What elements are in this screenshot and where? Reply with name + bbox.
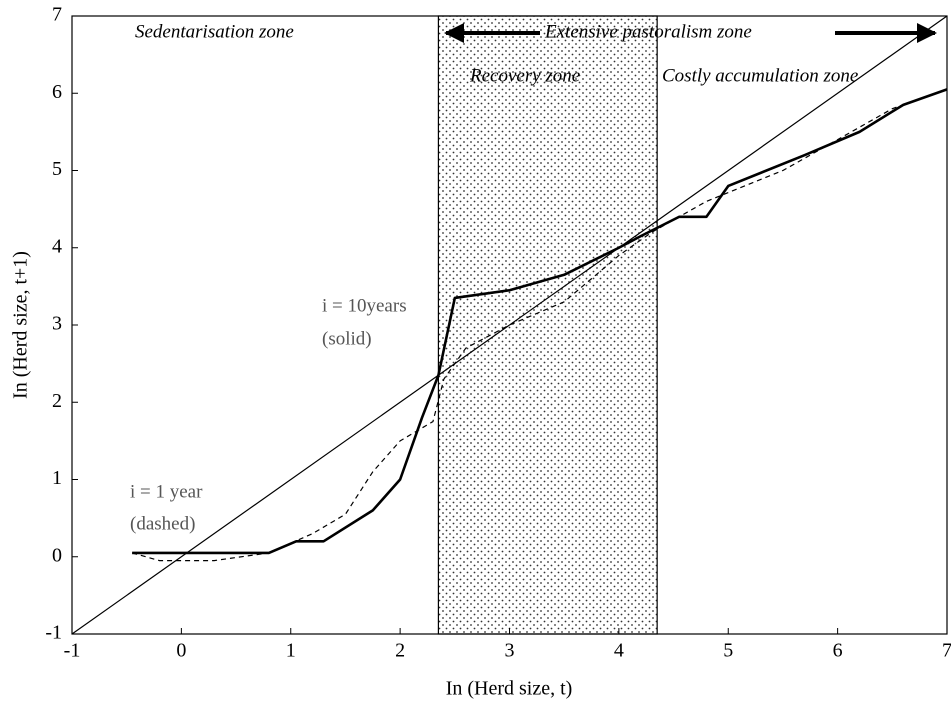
y-tick-label: 0 [52, 544, 62, 566]
x-tick-label: 2 [395, 640, 405, 662]
x-tick-label: 3 [505, 640, 515, 662]
x-tick-label: 5 [723, 640, 733, 662]
recovery-region [437, 15, 658, 635]
y-tick-label: 3 [52, 313, 62, 335]
x-tick-label: 1 [286, 640, 296, 662]
y-tick-label: 6 [52, 81, 62, 103]
annotation: Costly accumulation zone [662, 65, 858, 86]
y-tick-label: 1 [52, 467, 62, 489]
x-tick-label: 0 [176, 640, 186, 662]
annotation: i = 10years [322, 295, 407, 316]
y-tick-label: 4 [52, 235, 62, 257]
x-tick-label: 4 [614, 640, 624, 662]
x-tick-label: -1 [64, 640, 81, 662]
annotation: i = 1 year [130, 481, 203, 502]
data-line [71, 15, 948, 635]
y-tick-label: 2 [52, 390, 62, 412]
annotation: Extensive pastoralism zone [544, 21, 752, 42]
y-tick-label: -1 [45, 622, 62, 644]
data-line [132, 88, 948, 555]
annotation: Sedentarisation zone [135, 21, 294, 42]
x-tick-label: 7 [942, 640, 951, 662]
y-axis-label: In (Herd size, t+1) [10, 251, 32, 399]
annotation: Recovery zone [469, 65, 580, 86]
x-axis-label: In (Herd size, t) [446, 678, 573, 700]
annotation: (solid) [322, 328, 372, 349]
annotation: (dashed) [130, 513, 195, 534]
y-tick-label: 5 [52, 158, 62, 180]
y-tick-label: 7 [52, 4, 62, 26]
x-tick-label: 6 [833, 640, 843, 662]
